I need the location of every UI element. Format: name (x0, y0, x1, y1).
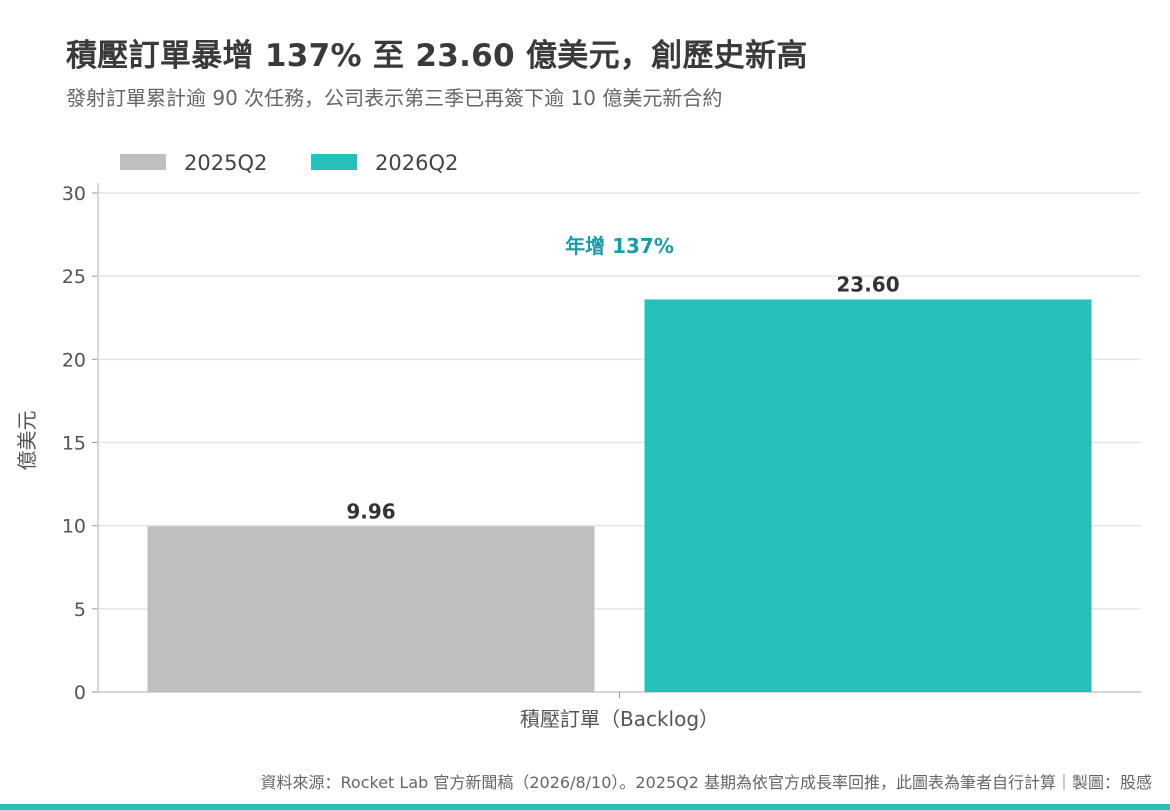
chart-subtitle: 發射訂單累計逾 90 次任務，公司表示第三季已再簽下逾 10 億美元新合約 (66, 86, 723, 110)
x-category-label: 積壓訂單（Backlog） (520, 707, 719, 731)
y-tick-label: 15 (62, 433, 86, 455)
legend-label-2026q2: 2026Q2 (375, 151, 458, 175)
chart-title: 積壓訂單暴增 137% 至 23.60 億美元，創歷史新高 (66, 38, 808, 74)
legend-swatch-2026q2 (311, 154, 357, 170)
data-labels: 9.96 23.60 年增 137% (346, 234, 899, 523)
y-tick-label: 10 (62, 516, 86, 538)
y-tick-label: 30 (62, 183, 86, 205)
y-tick-label: 25 (62, 266, 86, 288)
y-tick-label: 20 (62, 349, 86, 371)
growth-annotation: 年增 137% (565, 234, 674, 258)
bars (147, 299, 1092, 692)
bar-2026q2 (644, 299, 1092, 692)
legend-label-2025q2: 2025Q2 (184, 151, 267, 175)
bar-2025q2 (147, 526, 595, 692)
y-tick-label: 0 (74, 682, 86, 704)
data-label-2025q2: 9.96 (346, 499, 395, 523)
legend-swatch-2025q2 (120, 154, 166, 170)
data-label-2026q2: 23.60 (836, 272, 899, 296)
source-note: 資料來源：Rocket Lab 官方新聞稿（2026/8/10）。2025Q2 … (260, 773, 1152, 792)
y-axis-title: 億美元 (15, 411, 39, 471)
legend: 2025Q2 2026Q2 (120, 151, 458, 175)
y-tick-label: 5 (74, 599, 86, 621)
bottom-accent-bar (0, 804, 1170, 810)
bar-chart: 2025Q2 2026Q2 0 5 10 15 20 25 30 積壓訂單（Backlog） 億美… (15, 151, 1141, 731)
